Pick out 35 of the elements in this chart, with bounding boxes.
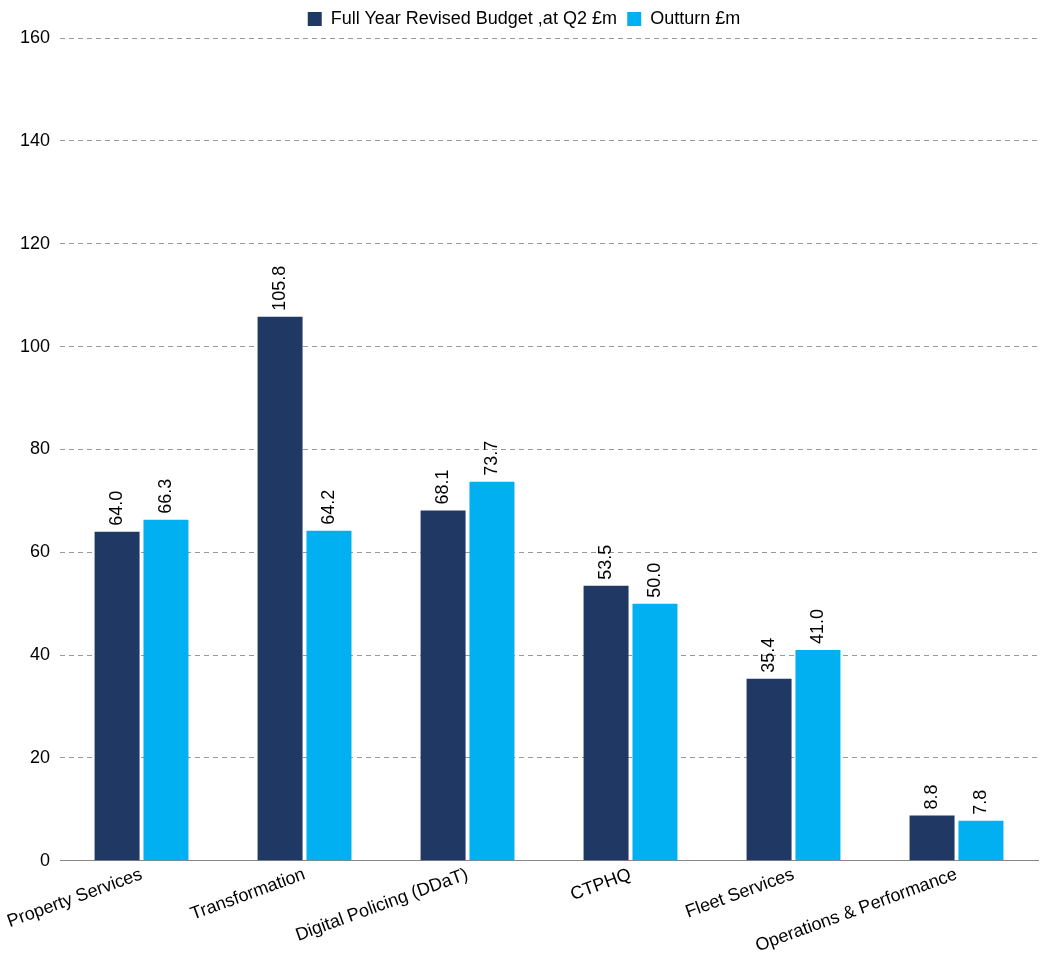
y-tick-label: 0 bbox=[40, 849, 51, 870]
bar bbox=[958, 820, 1004, 861]
data-label: 66.3 bbox=[154, 478, 175, 514]
data-label: 64.2 bbox=[317, 489, 338, 525]
data-label: 73.7 bbox=[480, 440, 501, 476]
legend-label: Outturn £m bbox=[650, 7, 741, 28]
bar bbox=[420, 510, 466, 861]
y-tick-label: 160 bbox=[19, 26, 51, 47]
data-label: 64.0 bbox=[106, 490, 127, 526]
y-tick-label: 80 bbox=[30, 438, 51, 459]
bar bbox=[306, 530, 352, 861]
data-label: 7.8 bbox=[969, 789, 990, 815]
bar bbox=[795, 649, 841, 861]
bar bbox=[94, 531, 140, 861]
bar bbox=[583, 585, 629, 861]
data-label: 8.8 bbox=[921, 784, 942, 810]
bar bbox=[469, 481, 515, 861]
y-tick-label: 140 bbox=[19, 129, 51, 150]
data-label: 105.8 bbox=[269, 265, 290, 311]
bar bbox=[143, 519, 189, 861]
bar bbox=[746, 678, 792, 861]
bar bbox=[257, 316, 303, 861]
data-label: 35.4 bbox=[758, 637, 779, 673]
y-tick-label: 20 bbox=[30, 746, 51, 767]
y-tick-label: 40 bbox=[30, 644, 51, 665]
data-label: 41.0 bbox=[806, 608, 827, 644]
y-tick-label: 100 bbox=[19, 335, 51, 356]
bar bbox=[909, 815, 955, 861]
data-label: 68.1 bbox=[432, 469, 453, 505]
data-label: 53.5 bbox=[595, 544, 616, 580]
bar bbox=[632, 603, 678, 861]
y-tick-label: 60 bbox=[30, 541, 51, 562]
data-label: 50.0 bbox=[643, 562, 664, 598]
y-tick-label: 120 bbox=[19, 232, 51, 253]
legend-label: Full Year Revised Budget ,at Q2 £m bbox=[330, 7, 617, 28]
